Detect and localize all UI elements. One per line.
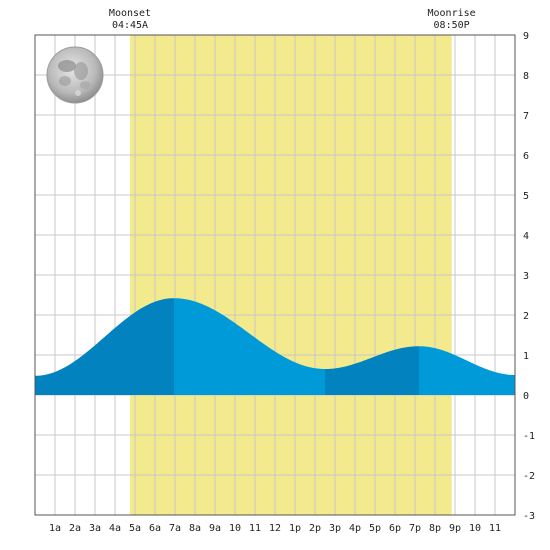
y-tick-label: 6 [523, 151, 529, 162]
x-tick-label: 2p [309, 523, 321, 534]
x-tick-label: 9p [449, 523, 461, 534]
moonrise-time: 08:50P [434, 20, 470, 31]
x-tick-label: 6a [149, 523, 161, 534]
y-tick-label: 8 [523, 71, 529, 82]
x-tick-label: 11 [249, 523, 261, 534]
y-tick-label: 3 [523, 271, 529, 282]
x-tick-label: 3p [329, 523, 341, 534]
tide-rising-segment [35, 298, 174, 395]
x-tick-label: 2a [69, 523, 81, 534]
x-tick-label: 8p [429, 523, 441, 534]
x-tick-label: 12 [269, 523, 281, 534]
grid-layer [35, 34, 515, 516]
x-tick-label: 5p [369, 523, 381, 534]
y-tick-label: 4 [523, 231, 529, 242]
x-tick-label: 10 [469, 523, 481, 534]
x-tick-label: 10 [229, 523, 241, 534]
y-tick-label: -1 [523, 431, 535, 442]
x-tick-label: 4a [109, 523, 121, 534]
moonset-label: Moonset [109, 8, 151, 19]
x-tick-label: 9a [209, 523, 221, 534]
plot-frame [34, 34, 516, 516]
moonrise-label: Moonrise [428, 8, 476, 19]
y-tick-label: -2 [523, 471, 535, 482]
moonset-time: 04:45A [112, 20, 148, 31]
y-tick-label: 7 [523, 111, 529, 122]
tide-falling-segment [174, 298, 325, 395]
x-tick-label: 11 [489, 523, 501, 534]
x-tick-label: 4p [349, 523, 361, 534]
x-tick-label: 1p [289, 523, 301, 534]
y-tick-label: 0 [523, 391, 529, 402]
x-tick-label: 5a [129, 523, 141, 534]
y-tick-label: 2 [523, 311, 529, 322]
y-tick-label: 9 [523, 31, 529, 42]
x-tick-label: 6p [389, 523, 401, 534]
x-tick-label: 1a [49, 523, 61, 534]
tide-falling-segment [419, 346, 515, 395]
x-tick-label: 8a [189, 523, 201, 534]
tide-layer [35, 298, 515, 395]
y-tick-label: 5 [523, 191, 529, 202]
full-moon-icon [46, 46, 104, 104]
tide-rising-segment [325, 346, 419, 395]
x-tick-label: 7a [169, 523, 181, 534]
axis-layer [34, 34, 516, 516]
y-tick-label: -3 [523, 511, 535, 522]
label-layer: 1a 2a 3a 4a 5a 6a 7a 8a 9a 10 11 12 1p 2p 3p 4p 5p 6p 7p 8p… [49, 31, 535, 534]
y-tick-label: 1 [523, 351, 529, 362]
x-tick-label: 3a [89, 523, 101, 534]
x-tick-label: 7p [409, 523, 421, 534]
